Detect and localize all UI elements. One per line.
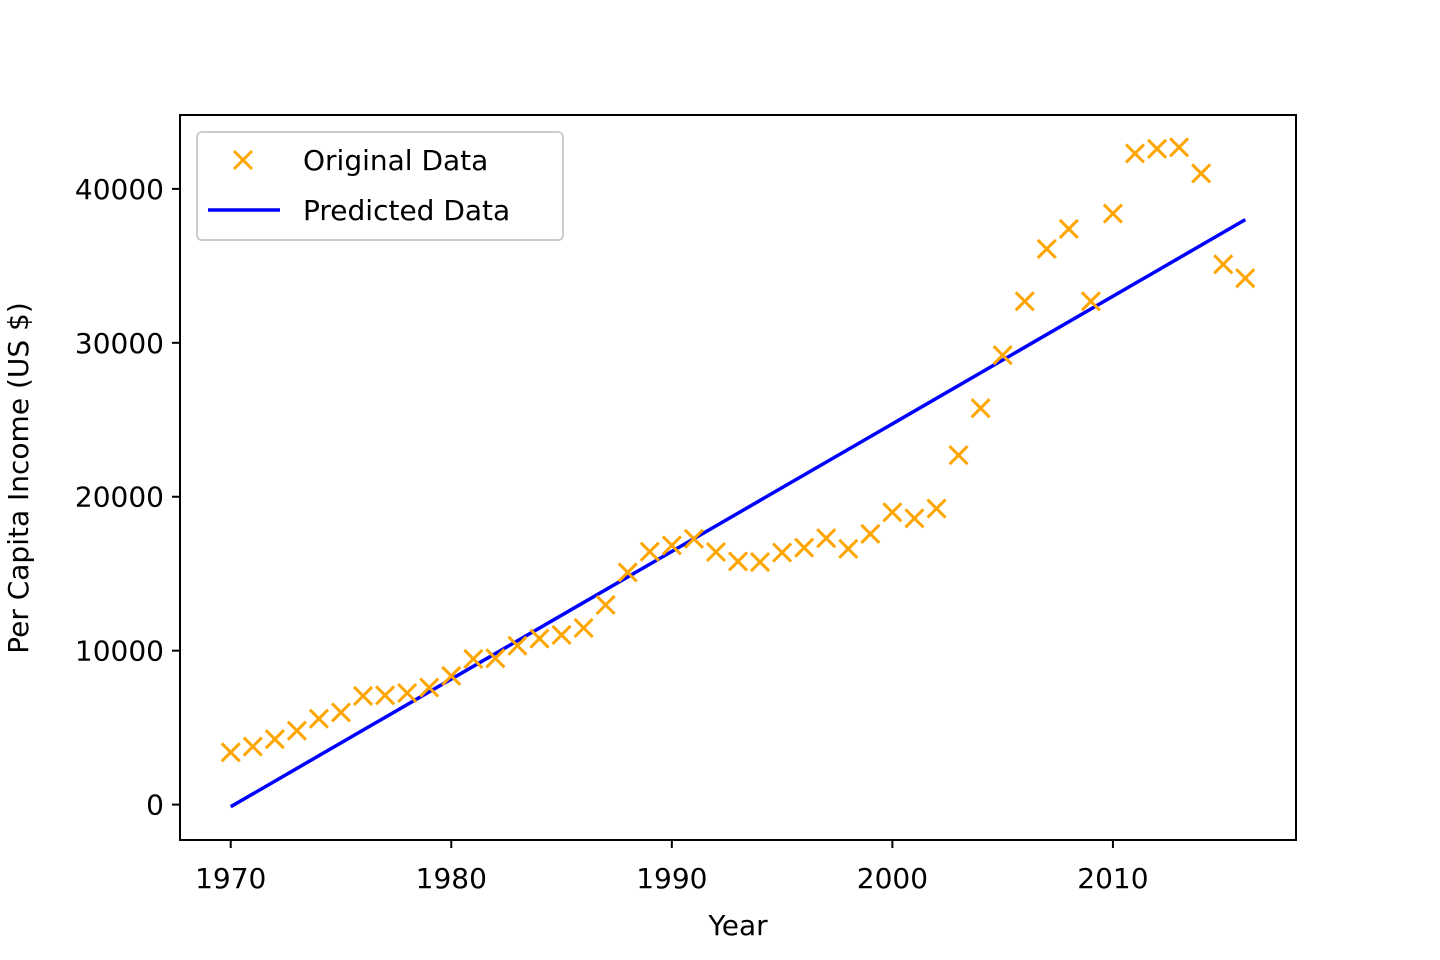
data-point xyxy=(595,594,616,616)
data-point xyxy=(1080,291,1101,312)
plot-layer xyxy=(220,137,1256,809)
data-point xyxy=(1036,238,1057,259)
data-point xyxy=(419,677,440,698)
data-point xyxy=(1014,291,1035,312)
data-point xyxy=(352,685,374,706)
data-point xyxy=(1124,143,1146,164)
x-axis-label: Year xyxy=(707,909,768,942)
data-point xyxy=(242,736,263,757)
data-point xyxy=(705,541,727,563)
data-point xyxy=(772,542,793,563)
data-point xyxy=(1146,138,1168,159)
data-point xyxy=(1191,163,1212,184)
data-point xyxy=(573,617,594,638)
x-tick-label: 1970 xyxy=(195,862,266,895)
data-point xyxy=(970,398,991,419)
data-point xyxy=(308,708,330,729)
data-point xyxy=(1102,203,1124,224)
y-tick-label: 30000 xyxy=(75,327,164,360)
data-point xyxy=(220,742,241,763)
y-tick-label: 0 xyxy=(146,789,164,822)
data-point xyxy=(639,541,660,562)
data-point xyxy=(882,502,903,523)
data-point xyxy=(661,535,682,556)
data-point xyxy=(617,562,638,583)
x-tick-label: 1980 xyxy=(416,862,487,895)
legend-box xyxy=(196,131,564,241)
data-point xyxy=(286,720,307,741)
data-point xyxy=(816,528,837,549)
y-tick-label: 40000 xyxy=(75,173,164,206)
data-point xyxy=(838,538,859,559)
data-point xyxy=(330,702,352,723)
legend-label-predicted-data: Predicted Data xyxy=(303,194,510,227)
x-tick-label: 2010 xyxy=(1077,862,1148,895)
data-point xyxy=(948,445,969,466)
x-axis: 1970 1980 1990 2000 2010 xyxy=(195,840,1149,895)
y-tick-label: 10000 xyxy=(75,635,164,668)
data-point xyxy=(727,551,749,572)
data-point xyxy=(507,635,528,656)
data-point xyxy=(1213,254,1234,275)
data-point xyxy=(375,685,396,706)
data-point xyxy=(463,648,484,670)
data-point xyxy=(683,528,704,549)
data-point xyxy=(551,624,572,646)
x-tick-label: 1990 xyxy=(636,862,707,895)
data-point xyxy=(397,682,418,704)
data-point xyxy=(904,508,925,529)
data-point xyxy=(441,665,462,686)
legend: Original Data Predicted Data xyxy=(196,131,564,241)
data-point xyxy=(1235,268,1256,289)
data-point xyxy=(992,345,1013,366)
data-point xyxy=(1058,218,1079,239)
data-point xyxy=(926,498,947,519)
x-tick-label: 2000 xyxy=(857,862,928,895)
data-point xyxy=(860,523,881,545)
data-point xyxy=(749,551,771,573)
data-point xyxy=(485,648,506,669)
legend-label-original-data: Original Data xyxy=(303,144,488,177)
y-axis: 0 10000 20000 30000 40000 xyxy=(75,173,180,822)
plot-frame xyxy=(179,114,1297,841)
data-point xyxy=(1169,137,1190,158)
legend-marker-original-data xyxy=(232,149,254,171)
predicted-data-line xyxy=(229,218,1247,809)
data-point xyxy=(264,729,285,750)
y-axis-label: Per Capita Income (US $) xyxy=(2,302,35,654)
y-tick-label: 20000 xyxy=(75,481,164,514)
data-point xyxy=(529,628,550,649)
data-point xyxy=(794,537,815,558)
